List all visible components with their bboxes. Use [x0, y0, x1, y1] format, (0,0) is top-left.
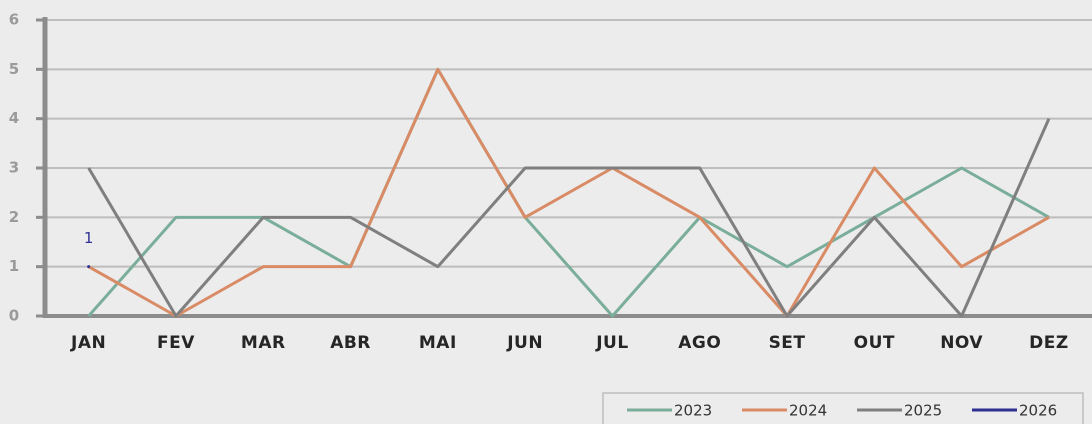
data-label: 1 — [84, 229, 94, 247]
y-tick-label: 5 — [9, 60, 19, 78]
legend: 2023 2024 2025 2026 — [602, 392, 1084, 424]
legend-label: 2023 — [674, 402, 712, 420]
x-tick-label: OUT — [854, 333, 895, 353]
legend-label: 2025 — [904, 402, 942, 420]
x-tick-label: JUN — [506, 333, 543, 353]
series-line — [87, 67, 1050, 318]
x-tick-label: MAR — [241, 333, 286, 353]
x-tick-label: NOV — [940, 333, 983, 353]
y-tick-label: 4 — [9, 109, 19, 127]
y-tick-label: 1 — [9, 257, 19, 275]
x-tick-label: FEV — [157, 333, 195, 353]
x-tick-label: JAN — [70, 333, 106, 353]
x-tick-label: SET — [769, 333, 806, 353]
x-tick-label: DEZ — [1029, 333, 1069, 353]
legend-label: 2026 — [1019, 402, 1057, 420]
x-tick-label: JUL — [595, 333, 628, 353]
y-tick-label: 6 — [9, 11, 19, 29]
data-point — [87, 265, 91, 269]
y-tick-label: 0 — [9, 307, 19, 325]
series-line — [87, 67, 1050, 318]
legend-label: 2024 — [789, 402, 827, 420]
x-tick-label: MAI — [419, 333, 457, 353]
x-tick-label: ABR — [330, 333, 371, 353]
series-line — [87, 118, 1051, 318]
y-tick-label: 2 — [9, 208, 19, 226]
y-tick-label: 3 — [9, 159, 19, 177]
x-tick-label: AGO — [678, 333, 721, 353]
